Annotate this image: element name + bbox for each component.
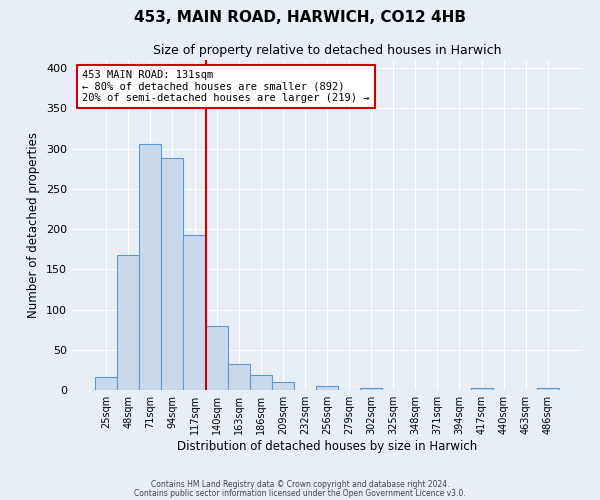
Bar [95, 377, 117, 390]
Bar [470, 388, 493, 390]
Bar [250, 374, 272, 390]
Bar [537, 388, 559, 390]
Bar [117, 255, 139, 390]
Bar [360, 388, 382, 390]
Bar [227, 364, 250, 390]
Bar [161, 158, 184, 390]
Text: Contains HM Land Registry data © Crown copyright and database right 2024.: Contains HM Land Registry data © Crown c… [151, 480, 449, 489]
X-axis label: Distribution of detached houses by size in Harwich: Distribution of detached houses by size … [177, 440, 477, 453]
Bar [272, 382, 294, 390]
Text: Contains public sector information licensed under the Open Government Licence v3: Contains public sector information licen… [134, 488, 466, 498]
Bar [184, 236, 206, 390]
Bar [139, 144, 161, 390]
Y-axis label: Number of detached properties: Number of detached properties [28, 132, 40, 318]
Bar [316, 386, 338, 390]
Text: 453 MAIN ROAD: 131sqm
← 80% of detached houses are smaller (892)
20% of semi-det: 453 MAIN ROAD: 131sqm ← 80% of detached … [82, 70, 370, 103]
Bar [206, 326, 227, 390]
Text: 453, MAIN ROAD, HARWICH, CO12 4HB: 453, MAIN ROAD, HARWICH, CO12 4HB [134, 10, 466, 25]
Title: Size of property relative to detached houses in Harwich: Size of property relative to detached ho… [153, 44, 501, 58]
